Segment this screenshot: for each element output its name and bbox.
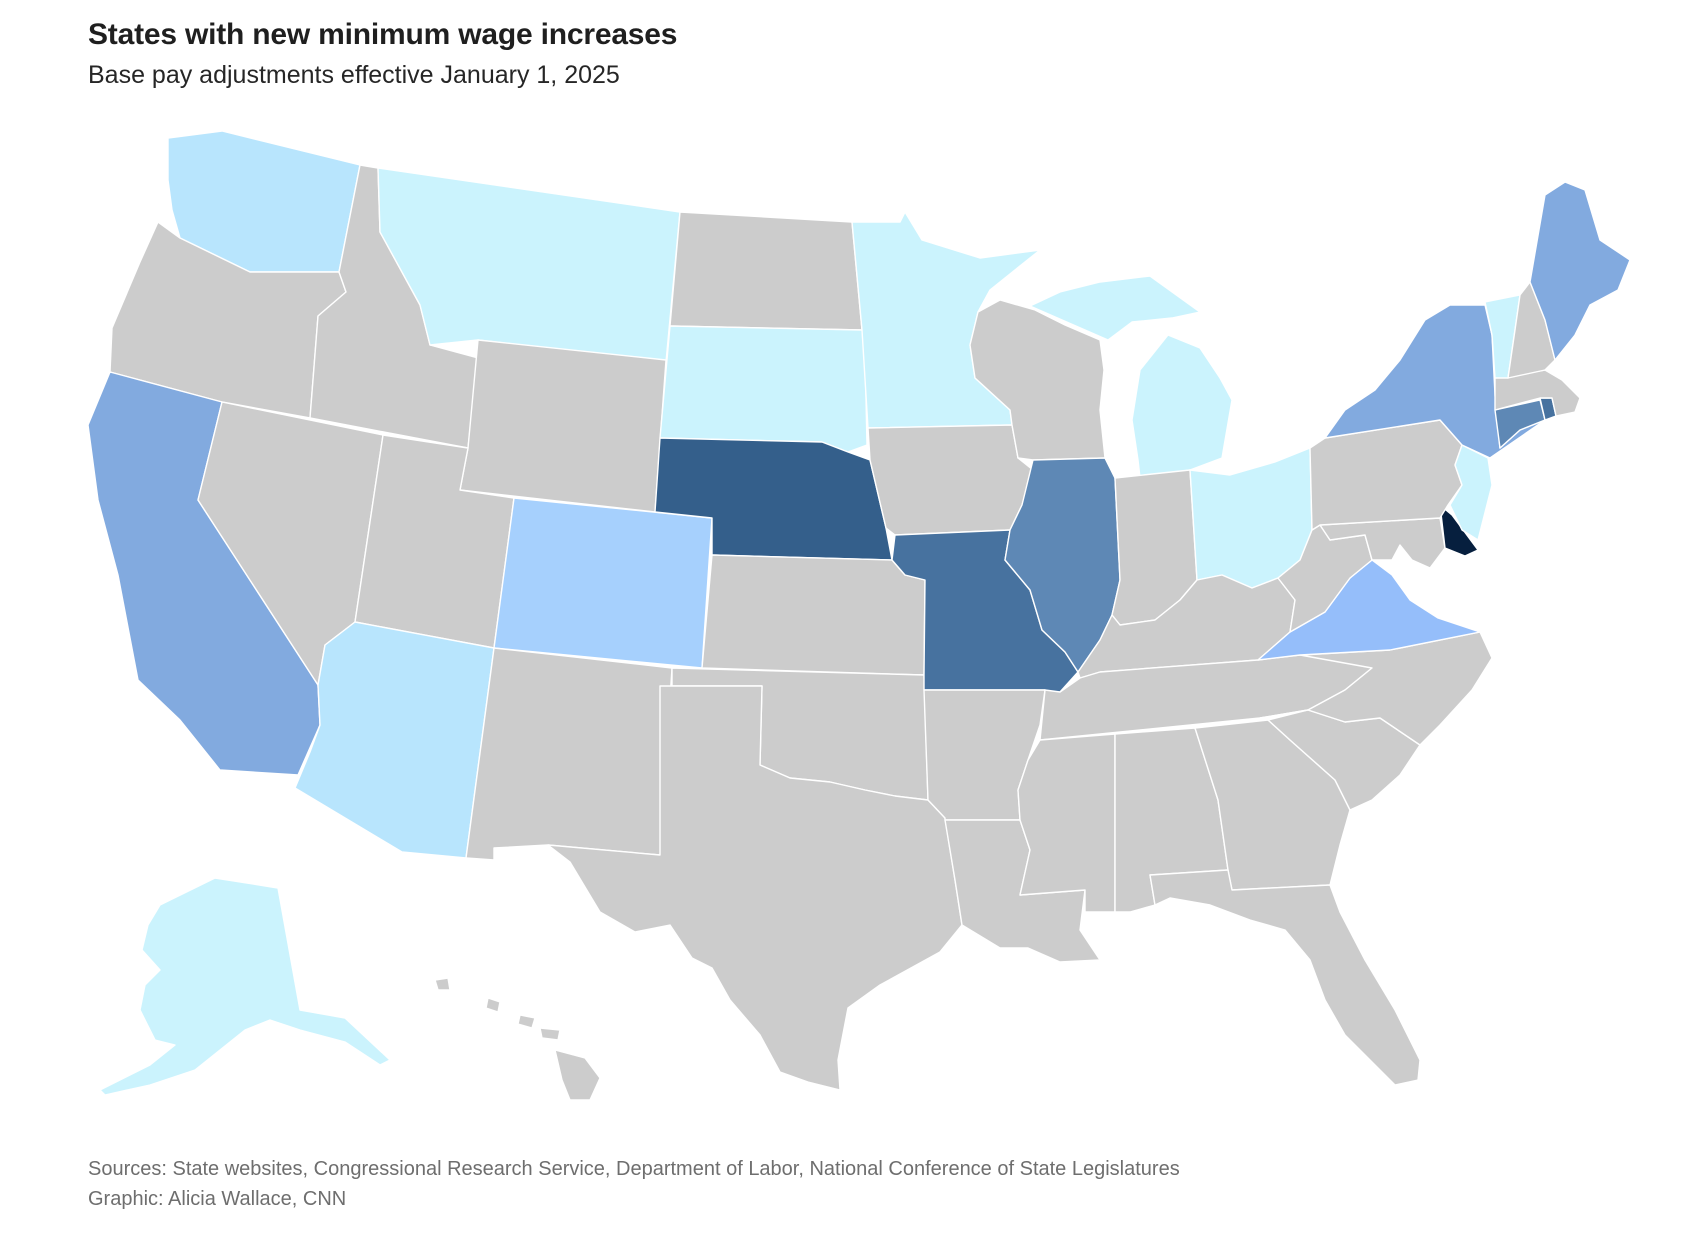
state-ia[interactable] <box>867 424 1034 536</box>
state-nj[interactable] <box>1449 444 1493 541</box>
footer: Sources: State websites, Congressional R… <box>88 1154 1180 1214</box>
state-ak[interactable] <box>99 877 391 1096</box>
state-tx[interactable] <box>547 685 963 1091</box>
credit-note: Graphic: Alicia Wallace, CNN <box>88 1188 347 1210</box>
state-ms[interactable] <box>1017 733 1116 913</box>
state-de[interactable] <box>1439 504 1479 557</box>
state-nd[interactable] <box>669 211 863 331</box>
state-ma[interactable] <box>1494 369 1581 417</box>
sources-note: Sources: State websites, Congressional R… <box>88 1158 1180 1180</box>
state-hi[interactable] <box>434 977 601 1101</box>
state-wy[interactable] <box>459 339 667 513</box>
state-co[interactable] <box>493 497 713 669</box>
state-nm[interactable] <box>465 647 673 861</box>
state-nc[interactable] <box>1259 631 1493 746</box>
state-fl[interactable] <box>1149 869 1421 1086</box>
state-ne[interactable] <box>654 437 893 561</box>
chart-subtitle: Base pay adjustments effective January 1… <box>88 61 620 89</box>
state-me[interactable] <box>1529 181 1631 361</box>
state-sd[interactable] <box>659 325 868 453</box>
state-mi[interactable] <box>1029 275 1233 479</box>
chart-title: States with new minimum wage increases <box>88 18 678 51</box>
state-ct[interactable] <box>1494 399 1546 449</box>
state-az[interactable] <box>294 621 495 859</box>
state-ks[interactable] <box>701 554 926 676</box>
